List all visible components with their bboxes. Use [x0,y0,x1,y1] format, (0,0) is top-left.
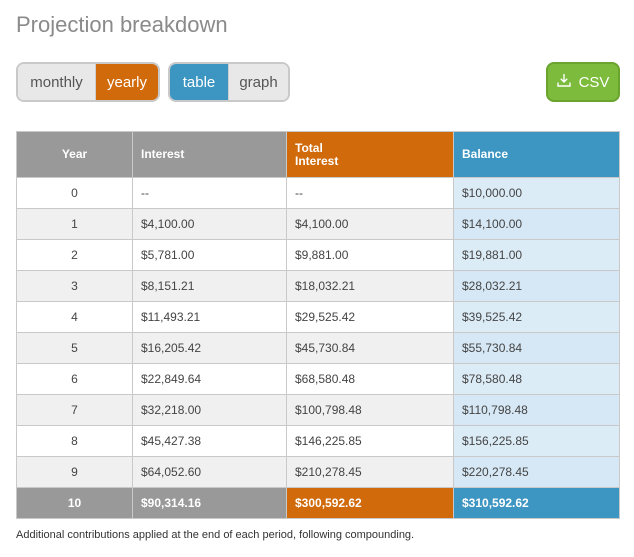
year-cell: 4 [16,301,133,333]
total-interest-cell: $68,580.48 [286,363,454,395]
header-balance: Balance [453,131,620,178]
year-cell: 7 [16,394,133,426]
csv-download-button[interactable]: CSV [546,62,620,102]
total-interest-cell: $45,730.84 [286,332,454,364]
csv-label: CSV [578,73,610,91]
balance-cell: $19,881.00 [453,239,620,271]
balance-cell: $78,580.48 [453,363,620,395]
year-cell: 0 [16,177,133,209]
table-view-button[interactable]: table [170,64,228,100]
total-interest-cell: $100,798.48 [286,394,454,426]
total-interest-cell: $29,525.42 [286,301,454,333]
footnote: Additional contributions applied at the … [16,529,415,541]
year-cell: 6 [16,363,133,395]
table-row: 7 $32,218.00 $100,798.48 $110,798.48 [16,394,620,426]
total-balance-cell: $310,592.62 [453,487,620,519]
table-header-row: Year Interest Total Interest Balance [16,131,620,178]
total-total-interest-cell: $300,592.62 [286,487,454,519]
table-row: 1 $4,100.00 $4,100.00 $14,100.00 [16,208,620,240]
projection-table: Year Interest Total Interest Balance 0 --… [16,131,620,519]
interest-cell: $45,427.38 [132,425,287,457]
balance-cell: $156,225.85 [453,425,620,457]
balance-cell: $14,100.00 [453,208,620,240]
balance-cell: $10,000.00 [453,177,620,209]
total-interest-cell: $18,032.21 [286,270,454,302]
yearly-button[interactable]: yearly [95,64,158,100]
header-year: Year [16,131,133,178]
year-cell: 5 [16,332,133,364]
total-year-cell: 10 [16,487,133,519]
year-cell: 3 [16,270,133,302]
balance-cell: $39,525.42 [453,301,620,333]
balance-cell: $220,278.45 [453,456,620,488]
year-cell: 2 [16,239,133,271]
table-row: 5 $16,205.42 $45,730.84 $55,730.84 [16,332,620,364]
period-toggle: monthly yearly [16,62,160,102]
interest-cell: $11,493.21 [132,301,287,333]
interest-cell: -- [132,177,287,209]
table-row: 0 -- -- $10,000.00 [16,177,620,209]
total-interest-cell: $9,881.00 [286,239,454,271]
interest-cell: $22,849.64 [132,363,287,395]
download-icon [556,73,571,91]
total-interest-cell: $210,278.45 [286,456,454,488]
table-row: 6 $22,849.64 $68,580.48 $78,580.48 [16,363,620,395]
header-total-interest: Total Interest [286,131,454,178]
interest-cell: $5,781.00 [132,239,287,271]
total-interest-cell: $90,314.16 [132,487,287,519]
interest-cell: $4,100.00 [132,208,287,240]
table-row: 9 $64,052.60 $210,278.45 $220,278.45 [16,456,620,488]
table-row: 3 $8,151.21 $18,032.21 $28,032.21 [16,270,620,302]
total-interest-cell: -- [286,177,454,209]
interest-cell: $8,151.21 [132,270,287,302]
interest-cell: $32,218.00 [132,394,287,426]
balance-cell: $28,032.21 [453,270,620,302]
year-cell: 9 [16,456,133,488]
page-title: Projection breakdown [16,12,228,37]
year-cell: 1 [16,208,133,240]
year-cell: 8 [16,425,133,457]
interest-cell: $16,205.42 [132,332,287,364]
interest-cell: $64,052.60 [132,456,287,488]
header-interest: Interest [132,131,287,178]
table-row: 4 $11,493.21 $29,525.42 $39,525.42 [16,301,620,333]
table-total-row: 10 $90,314.16 $300,592.62 $310,592.62 [16,487,620,519]
view-toggle: table graph [168,62,290,102]
balance-cell: $55,730.84 [453,332,620,364]
total-interest-cell: $4,100.00 [286,208,454,240]
graph-view-button[interactable]: graph [228,64,288,100]
table-row: 8 $45,427.38 $146,225.85 $156,225.85 [16,425,620,457]
total-interest-cell: $146,225.85 [286,425,454,457]
table-row: 2 $5,781.00 $9,881.00 $19,881.00 [16,239,620,271]
balance-cell: $110,798.48 [453,394,620,426]
monthly-button[interactable]: monthly [18,64,95,100]
